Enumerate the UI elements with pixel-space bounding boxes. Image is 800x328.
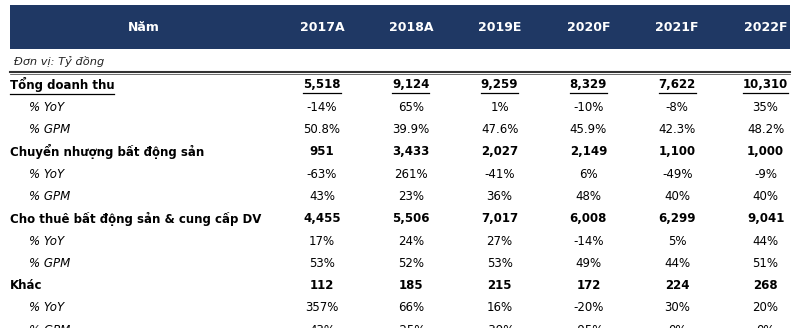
Text: 45.9%: 45.9%	[570, 123, 607, 136]
Text: 48%: 48%	[575, 190, 602, 203]
Text: 23%: 23%	[398, 190, 424, 203]
Text: 2,027: 2,027	[481, 145, 518, 158]
Text: 951: 951	[310, 145, 334, 158]
Text: 6,299: 6,299	[658, 212, 696, 225]
Text: 53%: 53%	[486, 257, 513, 270]
Text: 0%: 0%	[756, 324, 775, 328]
Text: 8,329: 8,329	[570, 78, 607, 92]
Text: 47.6%: 47.6%	[481, 123, 518, 136]
Text: Tổng doanh thu: Tổng doanh thu	[10, 77, 114, 92]
Text: Năm: Năm	[128, 21, 159, 33]
Text: Cho thuê bất động sản & cung cấp DV: Cho thuê bất động sản & cung cấp DV	[10, 212, 261, 226]
Text: 30%: 30%	[664, 301, 690, 315]
Text: 66%: 66%	[398, 301, 424, 315]
Text: 224: 224	[665, 279, 690, 292]
Text: 36%: 36%	[486, 190, 513, 203]
Text: 27%: 27%	[486, 235, 513, 248]
Text: % YoY: % YoY	[29, 301, 64, 315]
Text: -10%: -10%	[574, 101, 603, 114]
Text: 261%: 261%	[394, 168, 428, 181]
Text: 43%: 43%	[309, 324, 335, 328]
Text: 52%: 52%	[398, 257, 424, 270]
Text: Chuyển nhượng bất động sản: Chuyển nhượng bất động sản	[10, 144, 204, 159]
Text: 215: 215	[487, 279, 512, 292]
Text: % YoY: % YoY	[29, 101, 64, 114]
Text: 6,008: 6,008	[570, 212, 607, 225]
Text: 20%: 20%	[753, 301, 778, 315]
Text: 2,149: 2,149	[570, 145, 607, 158]
Text: 35%: 35%	[753, 101, 778, 114]
Text: 1,000: 1,000	[747, 145, 784, 158]
Text: -14%: -14%	[573, 235, 604, 248]
Text: % YoY: % YoY	[29, 235, 64, 248]
Text: 1,100: 1,100	[658, 145, 696, 158]
Text: 5,506: 5,506	[392, 212, 430, 225]
Text: -9%: -9%	[754, 168, 777, 181]
Text: 2017A: 2017A	[300, 21, 344, 33]
Text: 48.2%: 48.2%	[747, 123, 784, 136]
Text: Khác: Khác	[10, 279, 42, 292]
Text: 49%: 49%	[575, 257, 602, 270]
Text: 44%: 44%	[664, 257, 690, 270]
Text: 39.9%: 39.9%	[392, 123, 430, 136]
Text: 9,259: 9,259	[481, 78, 518, 92]
Text: 3,433: 3,433	[392, 145, 430, 158]
Text: 2019E: 2019E	[478, 21, 522, 33]
Text: -14%: -14%	[306, 101, 338, 114]
Text: 1%: 1%	[490, 101, 509, 114]
Text: 10,310: 10,310	[743, 78, 788, 92]
Text: 172: 172	[576, 279, 601, 292]
Text: 51%: 51%	[753, 257, 778, 270]
Text: 44%: 44%	[753, 235, 778, 248]
Text: 5,518: 5,518	[303, 78, 341, 92]
Text: 7,622: 7,622	[658, 78, 696, 92]
Text: 9,124: 9,124	[392, 78, 430, 92]
Text: Đơn vị: Tỷ đồng: Đơn vị: Tỷ đồng	[14, 56, 104, 67]
Text: 16%: 16%	[486, 301, 513, 315]
Text: 4,455: 4,455	[303, 212, 341, 225]
Text: 2021F: 2021F	[655, 21, 699, 33]
Text: -41%: -41%	[484, 168, 515, 181]
Text: 17%: 17%	[309, 235, 335, 248]
Text: % GPM: % GPM	[29, 324, 70, 328]
Text: 7,017: 7,017	[481, 212, 518, 225]
Text: 24%: 24%	[398, 235, 424, 248]
Text: % YoY: % YoY	[29, 168, 64, 181]
Text: -8%: -8%	[666, 101, 689, 114]
Text: 42.3%: 42.3%	[658, 123, 696, 136]
Text: 40%: 40%	[753, 190, 778, 203]
Bar	[10, 5, 790, 49]
Text: 40%: 40%	[664, 190, 690, 203]
Text: 65%: 65%	[398, 101, 424, 114]
Text: -95%: -95%	[574, 324, 603, 328]
Text: 2020F: 2020F	[566, 21, 610, 33]
Text: 53%: 53%	[309, 257, 335, 270]
Text: -25%: -25%	[396, 324, 426, 328]
Text: 50.8%: 50.8%	[303, 123, 341, 136]
Text: % GPM: % GPM	[29, 190, 70, 203]
Text: -20%: -20%	[574, 301, 603, 315]
Text: -49%: -49%	[662, 168, 693, 181]
Text: -63%: -63%	[307, 168, 337, 181]
Text: 357%: 357%	[306, 301, 338, 315]
Text: 2022F: 2022F	[744, 21, 787, 33]
Text: 185: 185	[398, 279, 423, 292]
Text: 112: 112	[310, 279, 334, 292]
Text: 9,041: 9,041	[747, 212, 784, 225]
Text: -39%: -39%	[485, 324, 514, 328]
Text: 5%: 5%	[668, 235, 686, 248]
Text: 2018A: 2018A	[389, 21, 433, 33]
Text: 268: 268	[754, 279, 778, 292]
Text: 6%: 6%	[579, 168, 598, 181]
Text: 0%: 0%	[668, 324, 686, 328]
Text: % GPM: % GPM	[29, 257, 70, 270]
Text: % GPM: % GPM	[29, 123, 70, 136]
Text: 43%: 43%	[309, 190, 335, 203]
